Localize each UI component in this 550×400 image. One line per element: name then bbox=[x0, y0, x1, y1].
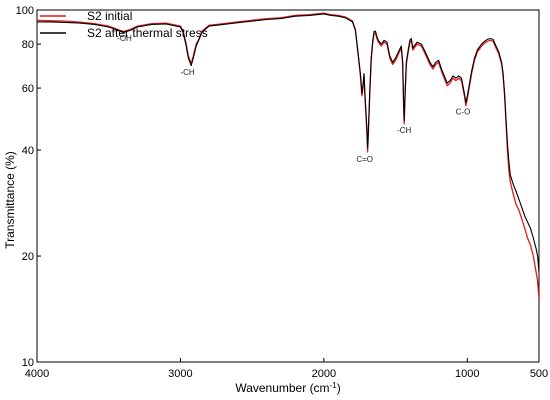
peak-annotation: -CH bbox=[180, 68, 194, 77]
series-line-initial bbox=[37, 12, 539, 301]
y-tick-label: 40 bbox=[22, 145, 34, 157]
legend-label-thermal: S2 after thermal stress bbox=[87, 26, 208, 40]
plot-frame bbox=[36, 9, 540, 363]
peak-annotation: C=O bbox=[356, 155, 373, 164]
y-tick-label: 80 bbox=[22, 39, 34, 51]
legend-label-initial: S2 initial bbox=[87, 9, 132, 23]
x-axis: 4000 3000 2000 1000 500 bbox=[25, 358, 548, 380]
y-axis: 100 80 60 40 20 10 bbox=[16, 5, 41, 369]
annotation-layer: -OH -CH C=O -CH C-O bbox=[117, 34, 470, 164]
y-tick-label: 10 bbox=[22, 357, 34, 369]
legend: S2 initial S2 after thermal stress bbox=[40, 9, 208, 40]
series-line-thermal bbox=[37, 13, 539, 273]
peak-annotation: C-O bbox=[456, 108, 471, 117]
y-tick-label: 60 bbox=[22, 83, 34, 95]
peak-annotation: -OH bbox=[117, 34, 132, 43]
y-axis-title: Transmittance (%) bbox=[3, 151, 17, 249]
x-axis-title: Wavenumber (cm-1) bbox=[235, 381, 340, 396]
x-tick-label: 3000 bbox=[168, 368, 192, 380]
x-tick-label: 2000 bbox=[312, 368, 336, 380]
x-tick-label: 4000 bbox=[25, 368, 49, 380]
y-tick-label: 20 bbox=[22, 251, 34, 263]
x-tick-label: 1000 bbox=[455, 368, 479, 380]
y-tick-label: 100 bbox=[16, 5, 34, 17]
x-tick-label: 500 bbox=[530, 368, 548, 380]
peak-annotation: -CH bbox=[397, 126, 411, 135]
series-layer bbox=[37, 12, 539, 301]
